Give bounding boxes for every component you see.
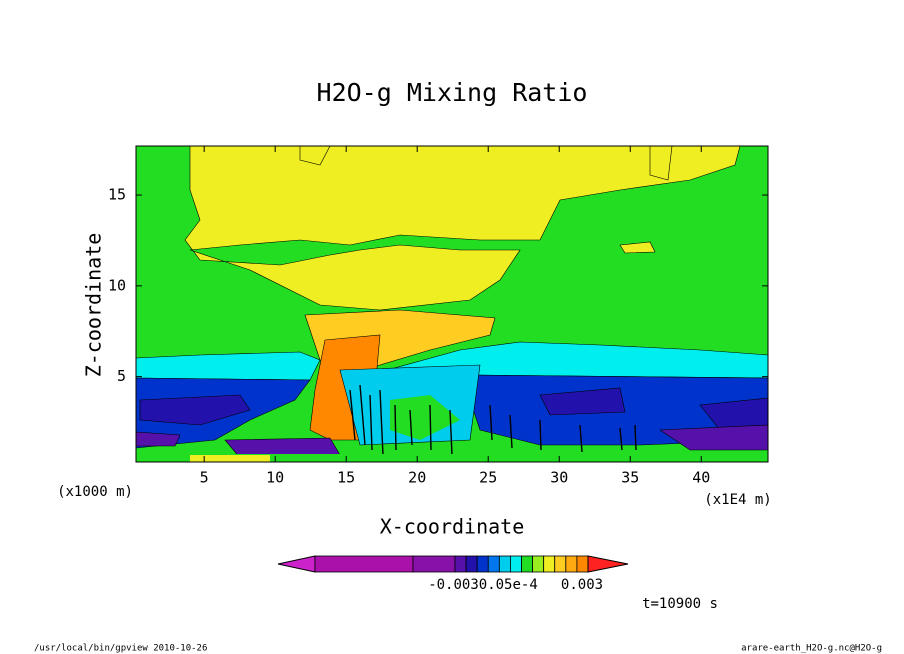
- colorbar-swatch: [510, 555, 522, 573]
- x-tick-label: 30: [550, 469, 568, 487]
- colorbar-label: -0.0030.05e-4: [428, 577, 538, 593]
- contour-field: [136, 146, 768, 462]
- colorbar-swatch: [532, 555, 545, 573]
- footer-right: arare-earth_H2O-g.nc@H2O-g: [741, 644, 882, 654]
- colorbar-swatch: [543, 555, 556, 573]
- colorbar-swatch: [521, 555, 533, 573]
- colorbar-swatch: [314, 555, 414, 573]
- colorbar-swatch: [554, 555, 567, 573]
- x-tick-label: 5: [200, 469, 209, 487]
- x-tick-label: 25: [479, 469, 497, 487]
- x-tick-label: 20: [408, 469, 426, 487]
- colorbar-swatch: [498, 555, 511, 573]
- y-axis-label: Z-coordinate: [82, 233, 106, 378]
- x-tick-label: 35: [621, 469, 639, 487]
- colorbar-swatch: [277, 555, 316, 573]
- chart-title: H2O-g Mixing Ratio: [317, 78, 588, 107]
- colorbar-swatch: [412, 555, 456, 573]
- colorbar-label: 0.003: [561, 577, 603, 593]
- y-tick-label: 10: [108, 276, 126, 294]
- x-unit-label: (x1E4 m): [704, 492, 771, 508]
- y-tick-label: 15: [108, 186, 126, 204]
- x-tick-label: 10: [266, 469, 284, 487]
- footer-left: /usr/local/bin/gpview 2010-10-26: [34, 644, 207, 654]
- x-tick-label: 40: [692, 469, 710, 487]
- x-axis-label: X-coordinate: [380, 515, 525, 539]
- y-tick-label: 5: [117, 367, 126, 385]
- colorbar-swatch: [576, 555, 589, 573]
- colorbar-swatch: [454, 555, 467, 573]
- plot-frame: [135, 145, 769, 463]
- colorbar-swatch: [487, 555, 500, 573]
- colorbar-swatch: [465, 555, 478, 573]
- colorbar-swatch: [587, 555, 629, 573]
- x-unit-label: (x1000 m): [57, 484, 133, 500]
- time-label: t=10900 s: [642, 596, 718, 612]
- x-tick-label: 15: [337, 469, 355, 487]
- colorbar-swatch: [476, 555, 489, 573]
- colorbar-swatch: [565, 555, 578, 573]
